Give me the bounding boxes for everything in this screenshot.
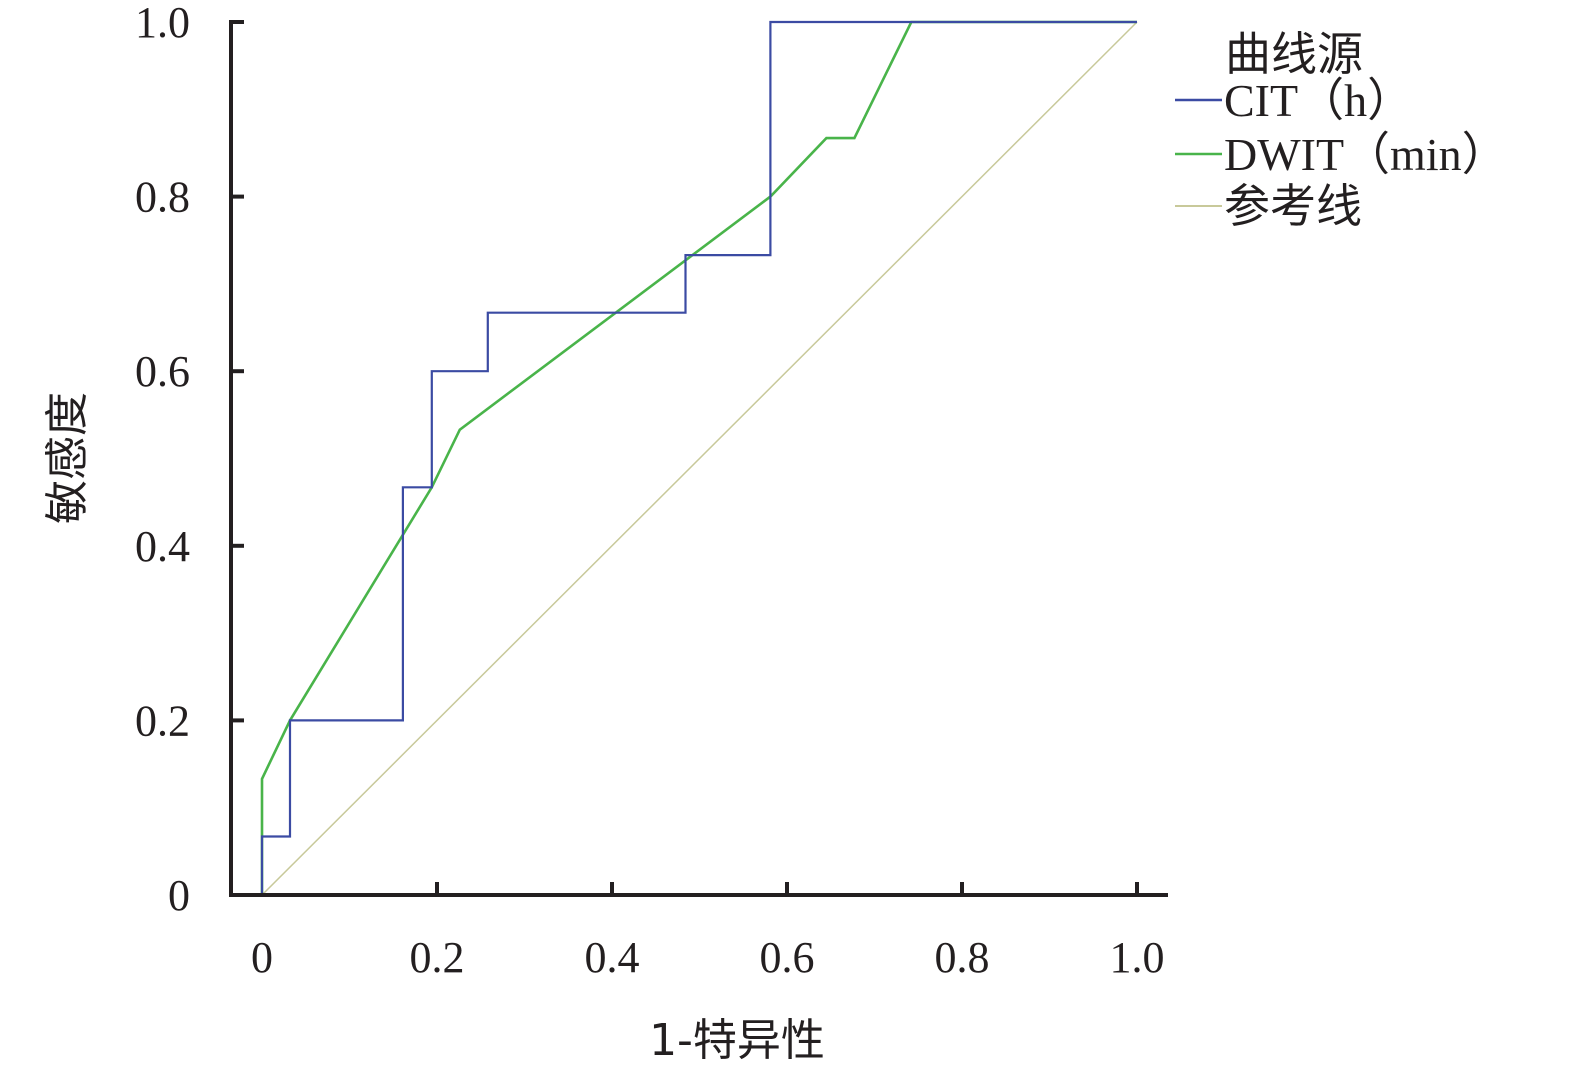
x-axis-title: 1-特异性	[649, 1015, 825, 1066]
x-tick-label: 0.2	[410, 933, 465, 982]
legend-label-2: 参考线	[1224, 181, 1362, 232]
legend-label-1: DWIT（min）	[1224, 129, 1508, 180]
series-line-0	[260, 20, 1137, 895]
x-tick-label: 0	[251, 933, 273, 982]
axes-layer	[229, 20, 1168, 897]
y-axis-title: 敏感度	[42, 392, 93, 524]
y-tick-label: 1.0	[135, 0, 190, 47]
x-tick-label: 1.0	[1110, 933, 1165, 982]
series-line-2	[261, 21, 1138, 896]
y-tick-label: 0.4	[135, 522, 190, 571]
legend-title: 曲线源	[1225, 27, 1363, 81]
y-tick-label: 0.8	[135, 173, 190, 222]
ticks-layer: 0 0.2 0.4 0.6 0.8 1.0 0 0.2 0.4 0.6 0.8 1.0	[135, 0, 1165, 982]
series-layer	[260, 20, 1138, 896]
y-tick-label: 0	[168, 871, 190, 920]
x-tick-label: 0.4	[585, 933, 640, 982]
x-tick-label: 0.8	[935, 933, 990, 982]
legend-label-0: CIT（h）	[1224, 75, 1413, 126]
legend: 曲线源 CIT（h）DWIT（min）参考线	[1175, 27, 1508, 232]
y-tick-label: 0.6	[135, 347, 190, 396]
x-tick-label: 0.6	[760, 933, 815, 982]
y-tick-label: 0.2	[135, 696, 190, 745]
